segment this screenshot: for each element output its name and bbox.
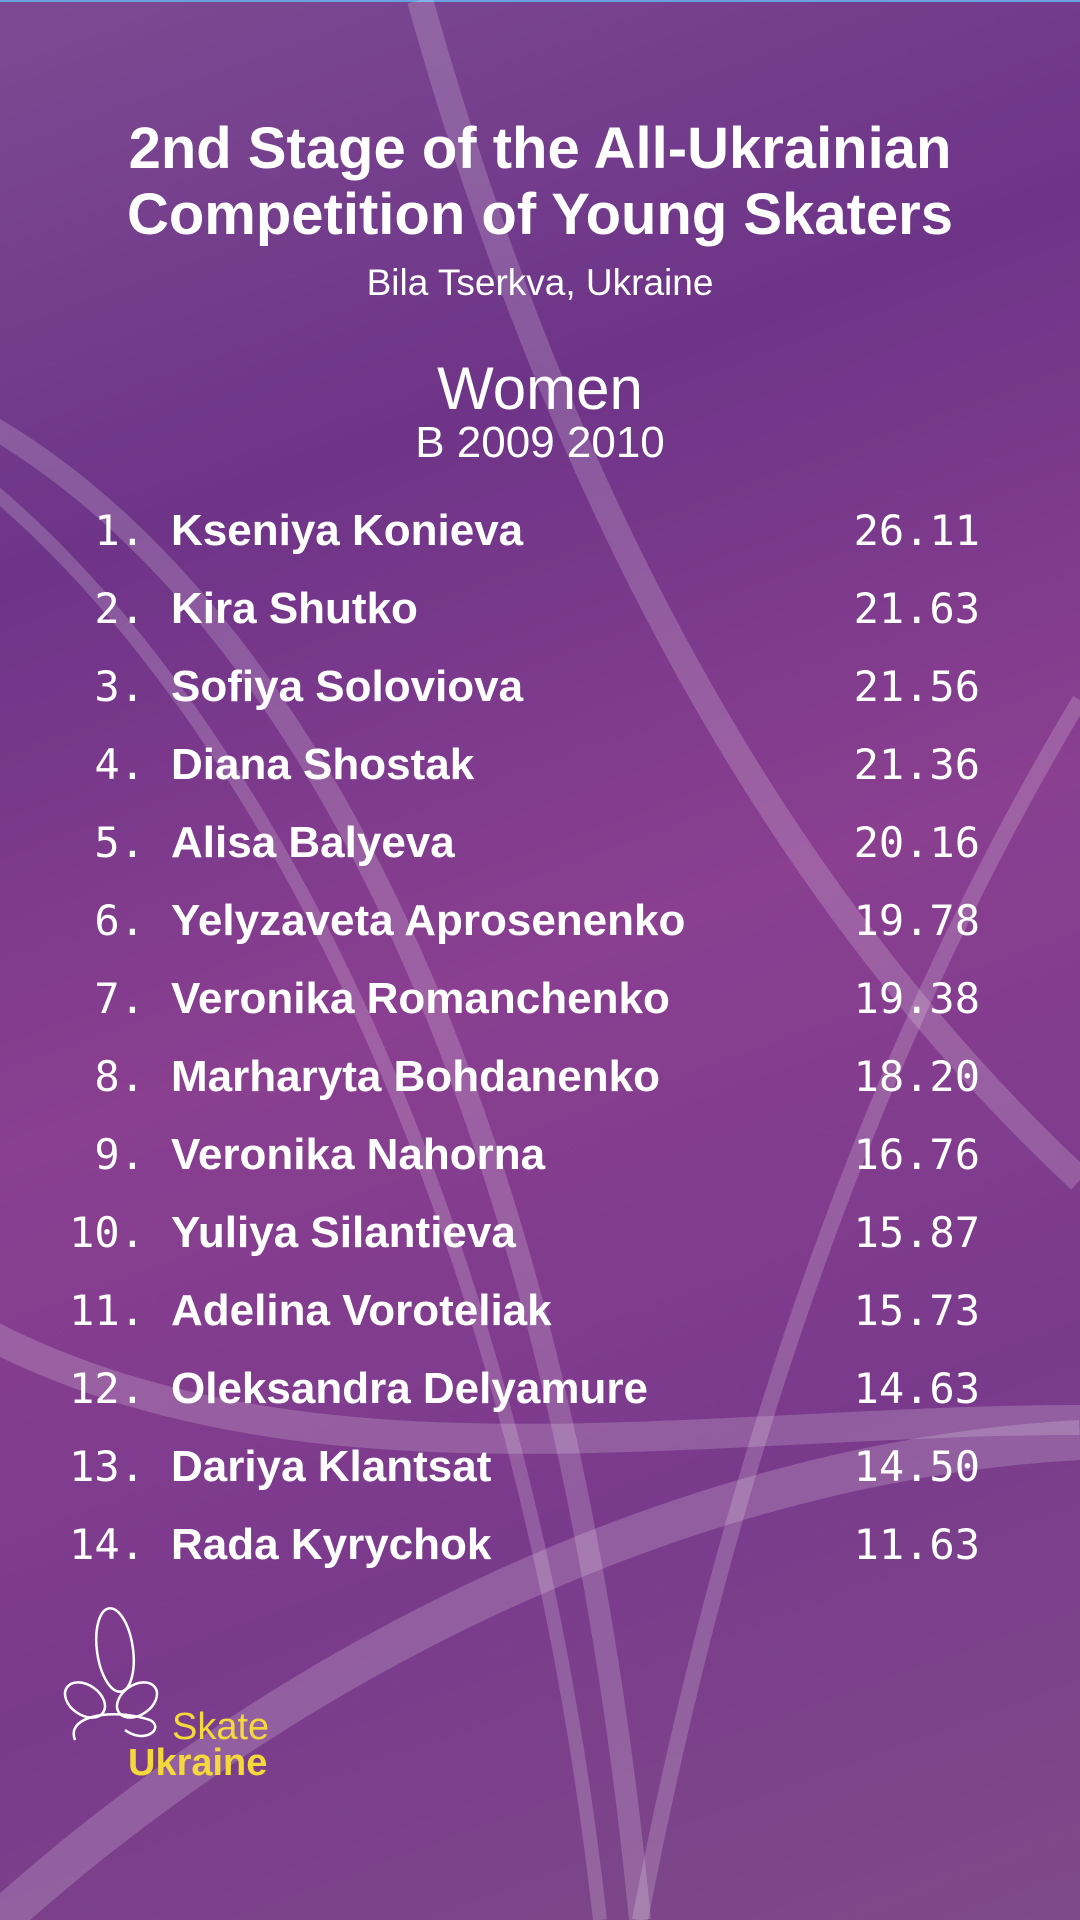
skater-name: Yuliya Silantieva [171, 1208, 516, 1257]
rank: 1. [94, 506, 145, 555]
logo-text-skate: Skate [172, 1706, 270, 1748]
rank: 7. [94, 974, 145, 1023]
skater-name: Oleksandra Delyamure [171, 1364, 648, 1413]
score: 21.36 [853, 740, 980, 789]
skater-name: Kira Shutko [171, 584, 418, 633]
logo-text-ukraine: Ukraine [128, 1742, 268, 1784]
rank: 8. [94, 1052, 145, 1101]
skater-name: Veronika Nahorna [171, 1130, 546, 1179]
rank: 4. [94, 740, 145, 789]
score: 15.73 [853, 1286, 980, 1335]
result-row: 1. Kseniya Konieva 26.11 [0, 492, 1080, 570]
score: 19.38 [853, 974, 980, 1023]
result-row: 4. Diana Shostak 21.36 [0, 726, 1080, 804]
skater-name: Kseniya Konieva [171, 506, 524, 555]
skater-name: Yelyzaveta Aprosenenko [171, 896, 686, 945]
skater-name: Diana Shostak [171, 740, 475, 789]
score: 26.11 [853, 506, 980, 555]
result-row: 8. Marharyta Bohdanenko 18.20 [0, 1038, 1080, 1116]
skate-ukraine-logo: Skate Ukraine [55, 1600, 295, 1790]
score: 14.50 [853, 1442, 980, 1491]
result-row: 2. Kira Shutko 21.63 [0, 570, 1080, 648]
rank: 6. [94, 896, 145, 945]
skater-name: Rada Kyrychok [171, 1520, 492, 1569]
rank: 13. [69, 1442, 145, 1491]
result-row: 13. Dariya Klantsat 14.50 [0, 1428, 1080, 1506]
skater-name: Alisa Balyeva [171, 818, 455, 867]
score: 19.78 [853, 896, 980, 945]
skater-name: Dariya Klantsat [171, 1442, 492, 1491]
score: 16.76 [853, 1130, 980, 1179]
rank: 5. [94, 818, 145, 867]
result-row: 3. Sofiya Soloviova 21.56 [0, 648, 1080, 726]
result-row: 10. Yuliya Silantieva 15.87 [0, 1194, 1080, 1272]
skater-loop-icon [63, 1607, 159, 1741]
score: 18.20 [853, 1052, 980, 1101]
location: Bila Tserkva, Ukraine [366, 262, 714, 303]
score: 14.63 [853, 1364, 980, 1413]
result-row: 9. Veronika Nahorna 16.76 [0, 1116, 1080, 1194]
rank: 3. [94, 662, 145, 711]
top-border [0, 0, 1080, 2]
score: 11.63 [853, 1520, 980, 1569]
result-row: 11. Adelina Voroteliak 15.73 [0, 1272, 1080, 1350]
skater-name: Veronika Romanchenko [171, 974, 670, 1023]
page-title: 2nd Stage of the All-Ukrainian Competiti… [0, 116, 1080, 248]
skater-name: Adelina Voroteliak [171, 1286, 552, 1335]
skater-name: Marharyta Bohdanenko [171, 1052, 660, 1101]
score: 21.63 [853, 584, 980, 633]
rank: 2. [94, 584, 145, 633]
rank: 11. [69, 1286, 145, 1335]
title-line-2: Competition of Young Skaters [126, 182, 954, 247]
score: 20.16 [853, 818, 980, 867]
result-row: 6. Yelyzaveta Aprosenenko 19.78 [0, 882, 1080, 960]
result-row: 12. Oleksandra Delyamure 14.63 [0, 1350, 1080, 1428]
rank: 14. [69, 1520, 145, 1569]
skater-name: Sofiya Soloviova [171, 662, 524, 711]
category-name: Women [437, 355, 643, 422]
title-line-1: 2nd Stage of the All-Ukrainian [128, 116, 952, 181]
result-row: 5. Alisa Balyeva 20.16 [0, 804, 1080, 882]
rank: 10. [69, 1208, 145, 1257]
rank: 9. [94, 1130, 145, 1179]
score: 21.56 [853, 662, 980, 711]
score: 15.87 [853, 1208, 980, 1257]
result-row: 7. Veronika Romanchenko 19.38 [0, 960, 1080, 1038]
category-group: B 2009 2010 [415, 418, 665, 467]
result-row: 14. Rada Kyrychok 11.63 [0, 1506, 1080, 1584]
rank: 12. [69, 1364, 145, 1413]
